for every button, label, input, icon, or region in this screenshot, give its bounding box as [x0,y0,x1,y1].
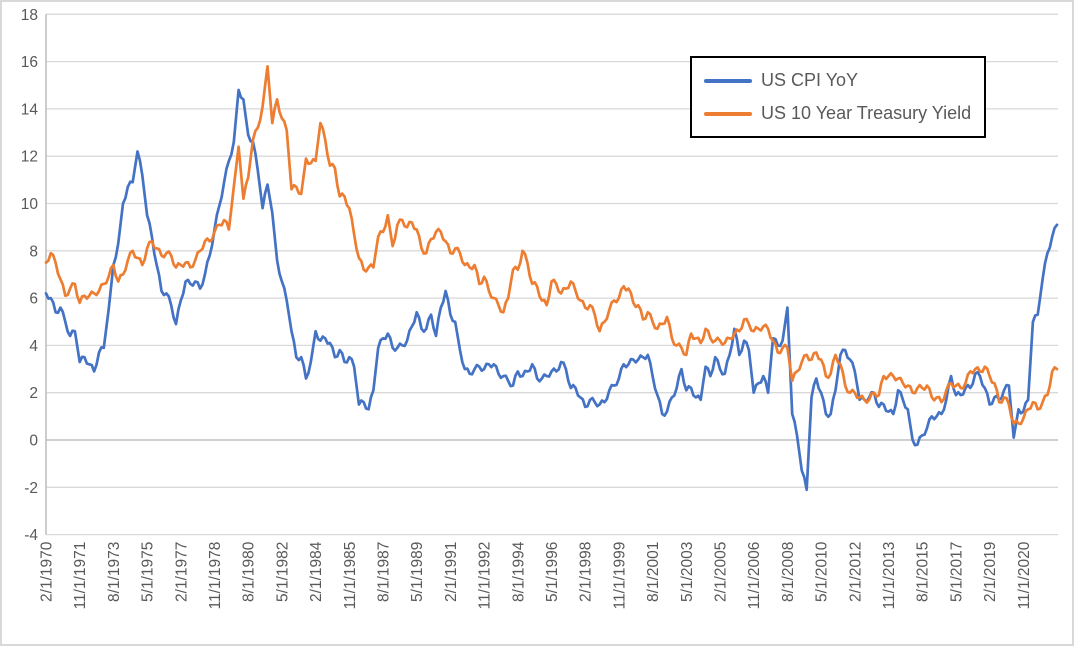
x-tick-label: 2/1/2019 [982,542,999,602]
x-tick-label: 5/1/1982 [274,542,291,602]
x-tick-label: 11/1/2006 [746,542,763,610]
y-tick-label: -4 [24,527,38,544]
y-tick-label: 6 [29,291,38,308]
x-tick-label: 5/1/2003 [679,542,696,602]
y-tick-label: -2 [24,480,38,497]
treasury-line-swatch [704,111,752,116]
y-tick-label: 10 [21,196,39,213]
legend-item-cpi: US CPI YoY [704,70,976,91]
x-tick-label: 2/1/1984 [308,541,325,602]
series-lines [44,64,1059,492]
x-tick-label: 5/1/1989 [409,542,426,602]
x-tick-label: 8/1/2001 [645,542,662,602]
legend-item-treasury: US 10 Year Treasury Yield [704,103,976,124]
y-gridlines [46,13,1058,536]
y-tick-label: 4 [29,338,38,355]
y-tick-labels: 18 16 14 12 10 8 6 4 2 0 -2 -4 [21,7,39,544]
y-tick-label: 18 [21,7,38,24]
x-tick-label: 8/1/2015 [915,542,932,602]
x-tick-label: 5/1/1975 [140,542,157,602]
x-tick-label: 8/1/1980 [241,541,258,602]
x-tick-label: 2/1/1998 [578,542,595,602]
x-tick-label: 11/1/1992 [477,542,494,610]
x-tick-label: 8/1/1994 [510,541,527,602]
x-tick-label: 8/1/1973 [106,542,123,602]
series-line-us-10-year-treasury-yield [44,64,1059,426]
axis-lines [45,14,1058,535]
x-tick-label: 11/1/1971 [72,542,89,610]
y-tick-label: 8 [29,243,38,260]
x-tick-label: 11/1/1985 [342,542,359,610]
x-tick-label: 5/1/1996 [544,542,561,602]
x-tick-label: 11/1/1978 [207,542,224,610]
legend-label-cpi: US CPI YoY [761,70,859,90]
x-tick-label: 5/1/2017 [948,542,965,602]
legend: US CPI YoY US 10 Year Treasury Yield [690,56,986,138]
cpi-line-swatch [704,78,752,83]
x-tick-label: 5/1/2010 [814,541,831,602]
x-tick-label: 2/1/1970 [39,541,56,602]
y-tick-label: 16 [21,54,38,71]
x-tick-labels: 2/1/1970 11/1/1971 8/1/1973 5/1/1975 2/1/197… [39,541,1033,609]
x-tick-label: 2/1/2012 [847,542,864,602]
y-tick-label: 12 [21,149,38,166]
legend-label-treasury: US 10 Year Treasury Yield [761,103,972,123]
x-tick-label: 8/1/2008 [780,542,797,602]
x-tick-label: 11/1/1999 [611,542,628,610]
y-tick-label: 14 [21,101,39,118]
x-tick-label: 2/1/1991 [443,542,460,602]
x-tick-label: 11/1/2013 [881,542,898,610]
x-tick-label: 11/1/2020 [1016,541,1033,609]
x-tick-label: 8/1/1987 [376,542,393,602]
x-tick-label: 2/1/1977 [173,542,190,602]
y-tick-label: 2 [29,385,38,402]
y-tick-label: 0 [29,433,38,450]
x-tick-label: 2/1/2005 [713,542,730,602]
